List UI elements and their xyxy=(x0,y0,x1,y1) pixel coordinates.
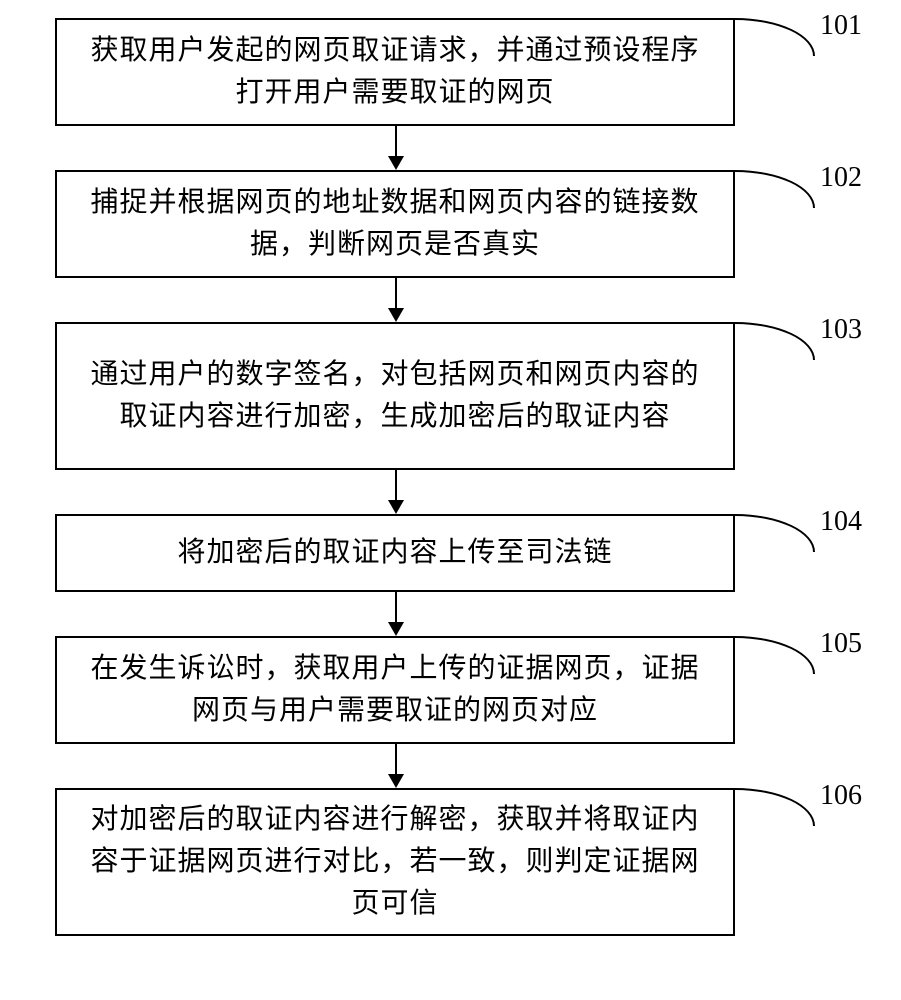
node-label-102: 102 xyxy=(820,162,862,194)
node-text: 将加密后的取证内容上传至司法链 xyxy=(177,532,612,574)
node-label-101: 101 xyxy=(820,10,862,42)
flowchart-node-106: 对加密后的取证内容进行解密，获取并将取证内容于证据网页进行对比，若一致，则判定证… xyxy=(55,788,735,936)
flowchart-node-104: 将加密后的取证内容上传至司法链 xyxy=(55,514,735,592)
label-connector xyxy=(735,170,815,208)
node-text: 对加密后的取证内容进行解密，获取并将取证内容于证据网页进行对比，若一致，则判定证… xyxy=(81,799,709,925)
arrow xyxy=(0,126,901,170)
arrow xyxy=(0,278,901,322)
label-connector xyxy=(735,18,815,56)
node-label-103: 103 xyxy=(820,314,862,346)
node-label-106: 106 xyxy=(820,780,862,812)
flowchart-container: 获取用户发起的网页取证请求，并通过预设程序打开用户需要取证的网页 101 捕捉并… xyxy=(0,0,901,1000)
arrow xyxy=(0,744,901,788)
flowchart-node-103: 通过用户的数字签名，对包括网页和网页内容的取证内容进行加密，生成加密后的取证内容 xyxy=(55,322,735,470)
label-connector xyxy=(735,514,815,552)
arrow xyxy=(0,592,901,636)
node-text: 在发生诉讼时，获取用户上传的证据网页，证据网页与用户需要取证的网页对应 xyxy=(81,648,709,732)
node-label-104: 104 xyxy=(820,506,862,538)
flowchart-node-101: 获取用户发起的网页取证请求，并通过预设程序打开用户需要取证的网页 xyxy=(55,18,735,126)
node-text: 通过用户的数字签名，对包括网页和网页内容的取证内容进行加密，生成加密后的取证内容 xyxy=(81,354,709,438)
node-text: 捕捉并根据网页的地址数据和网页内容的链接数据，判断网页是否真实 xyxy=(81,182,709,266)
label-connector xyxy=(735,788,815,826)
flowchart-node-105: 在发生诉讼时，获取用户上传的证据网页，证据网页与用户需要取证的网页对应 xyxy=(55,636,735,744)
flowchart-node-102: 捕捉并根据网页的地址数据和网页内容的链接数据，判断网页是否真实 xyxy=(55,170,735,278)
node-label-105: 105 xyxy=(820,628,862,660)
arrow xyxy=(0,470,901,514)
label-connector xyxy=(735,636,815,674)
label-connector xyxy=(735,322,815,360)
node-text: 获取用户发起的网页取证请求，并通过预设程序打开用户需要取证的网页 xyxy=(81,30,709,114)
